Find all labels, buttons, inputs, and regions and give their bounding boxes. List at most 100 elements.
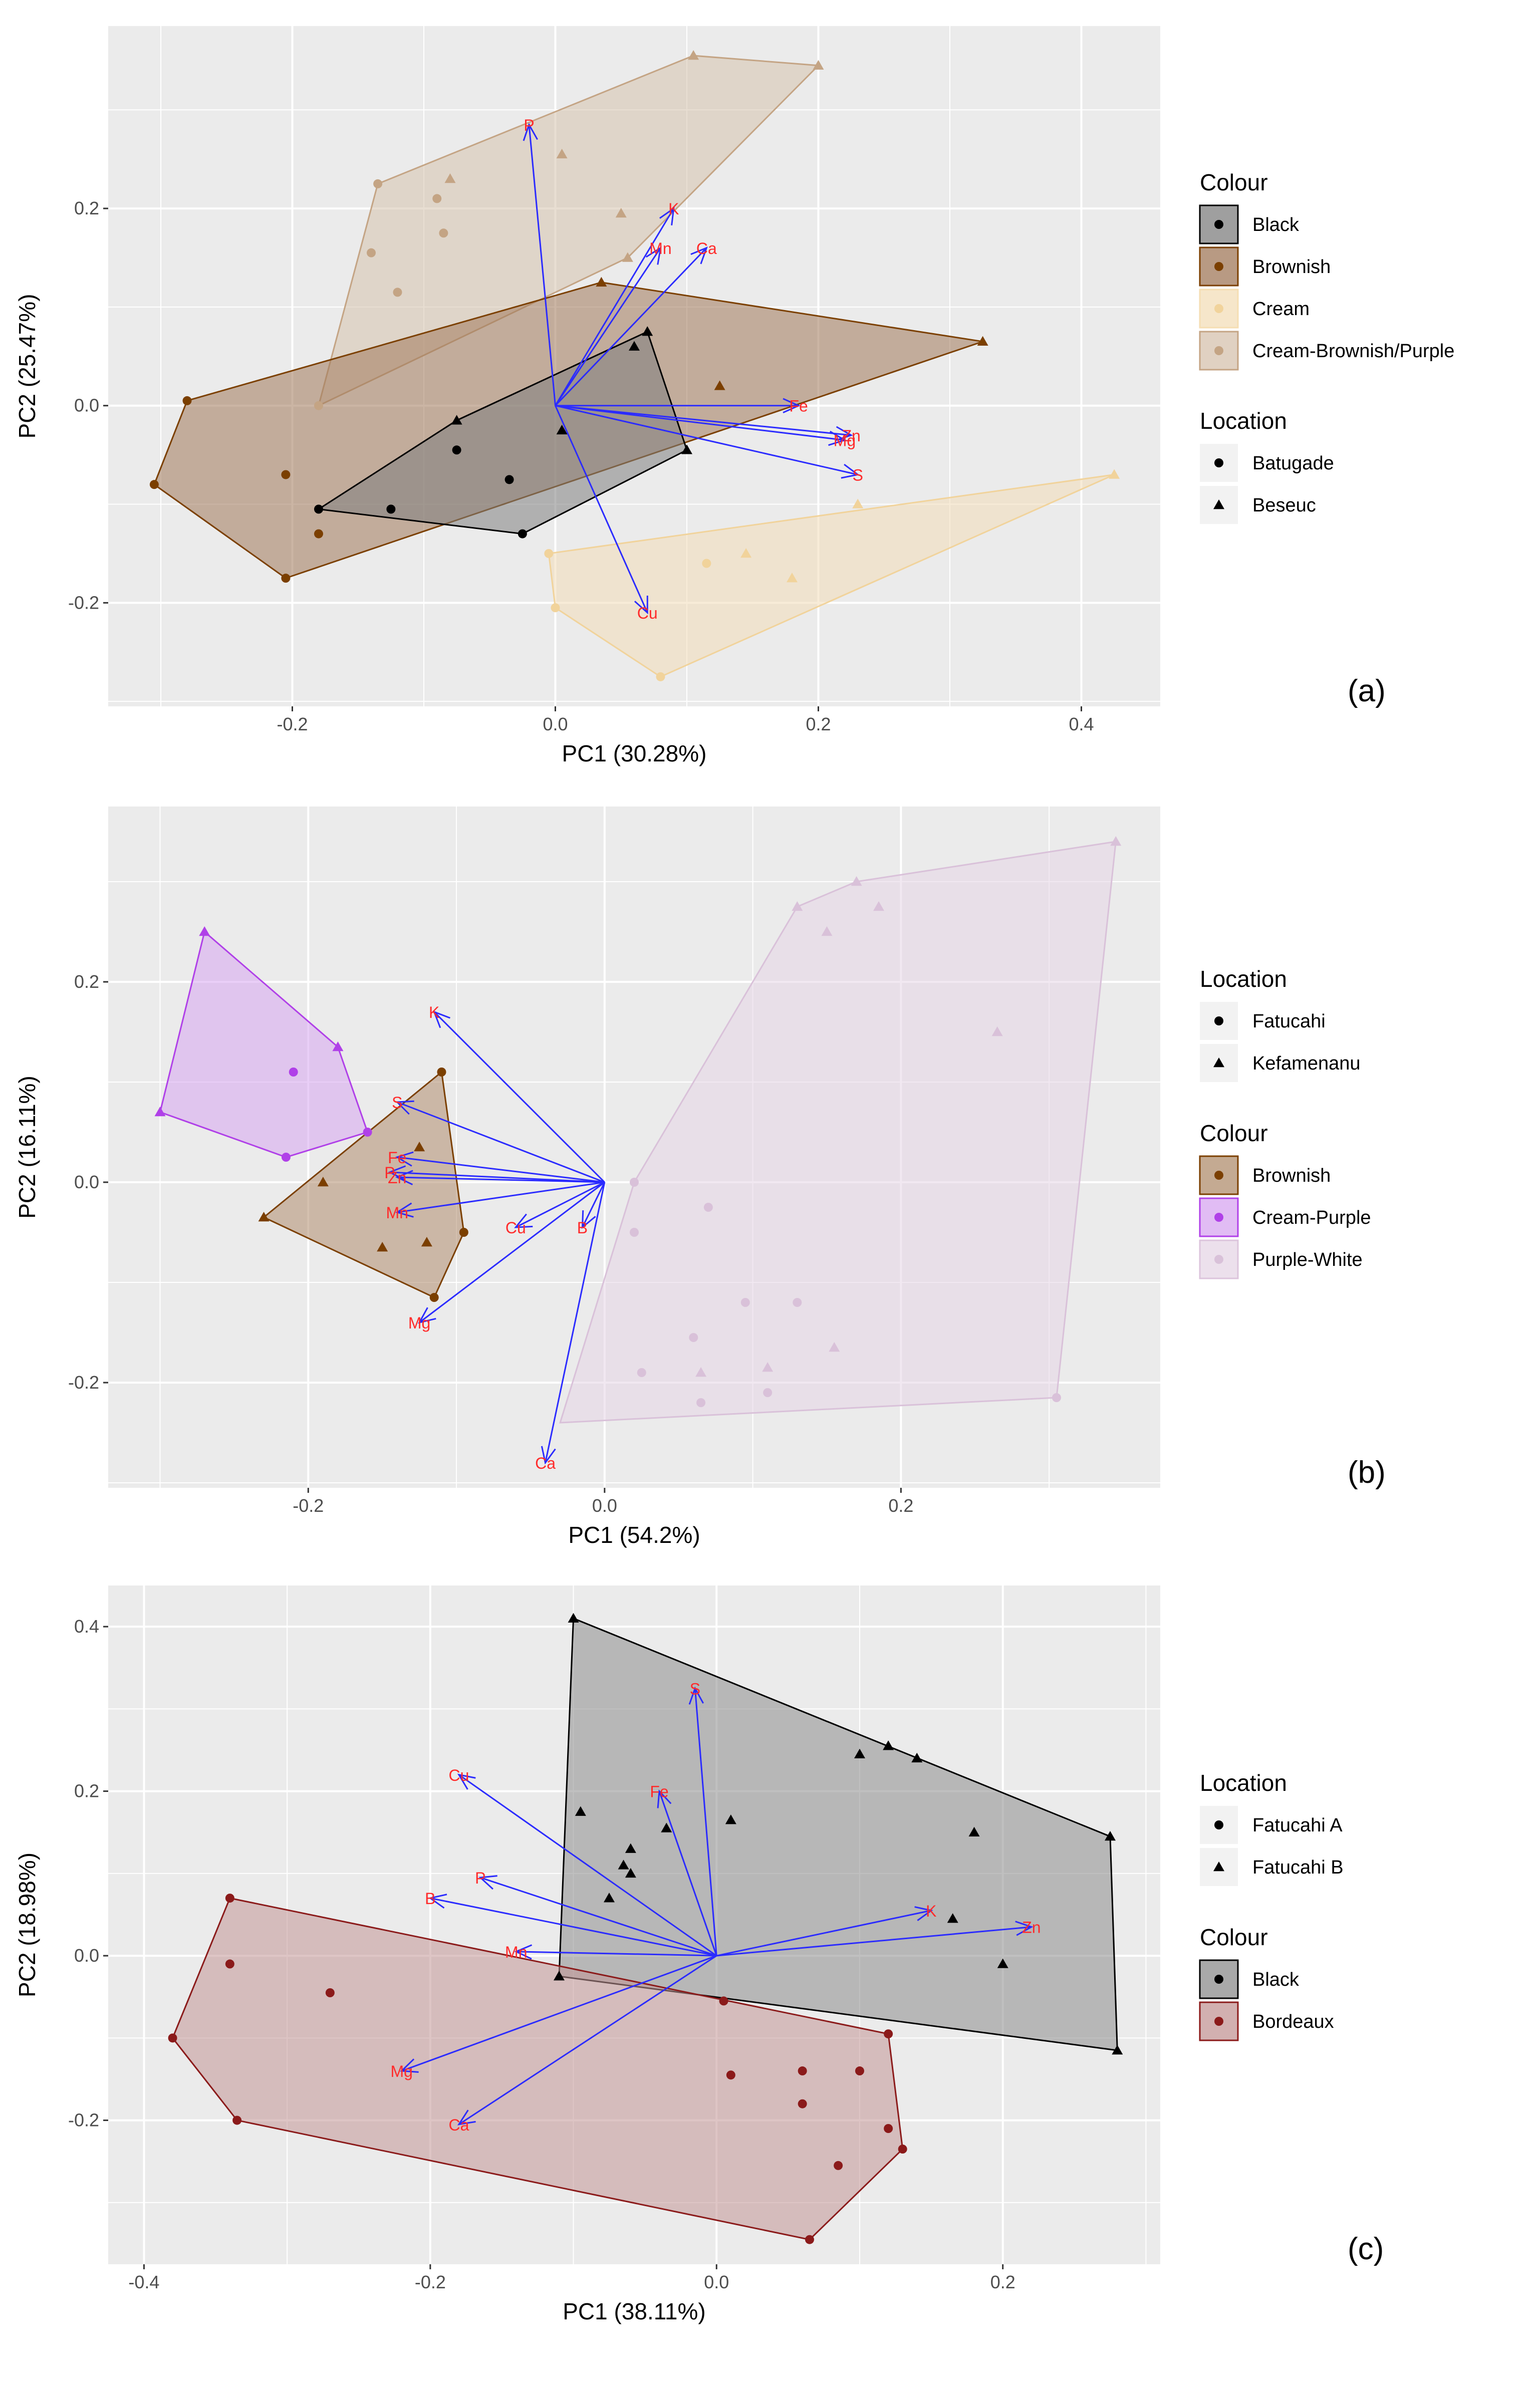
loading-label-fe: Fe [789,397,808,415]
data-point-circle [432,194,442,203]
loading-arrow-s [555,405,858,475]
data-point-triangle [444,173,456,183]
arrowhead-fe [395,1151,414,1167]
loading-label-b: B [577,1219,588,1237]
axes: -0.4 -0.2 0.0 0.2 -0.2 0.0 0.2 0.4 PC1 (38.11%) P… [14,1616,1015,2324]
data-point-circle [325,1988,335,1997]
data-point-triangle [199,926,210,936]
data-point-triangle [661,1822,672,1832]
loading-label-zn: Zn [388,1169,406,1187]
legend-key [1200,486,1238,524]
data-point-circle [740,1298,750,1307]
legend-point [1214,262,1223,271]
legend-key [1199,204,1239,244]
loading-label-k: K [429,1003,439,1021]
group-hulls [159,841,1117,1424]
loading-label-fe: Fe [388,1149,406,1167]
data-point-triangle [258,1212,270,1222]
data-point-triangle [625,1868,636,1878]
data-point-circle [459,1228,468,1237]
data-point-triangle [714,380,725,390]
y-tick-label: 0.2 [74,1781,99,1801]
data-point-triangle [596,277,607,287]
loading-label-zn: Zn [842,427,860,445]
y-axis-label: PC2 (16.11%) [14,1076,40,1219]
legend-triangle [1213,1862,1224,1872]
data-point-triangle [618,1860,629,1870]
loading-label-zn: Zn [1022,1919,1041,1937]
data-point-triangle [883,1740,894,1750]
legend-key [1199,2001,1239,2041]
loading-arrow-mg [401,1955,717,2072]
data-point-circle [702,559,711,568]
data-point-circle [726,2070,735,2080]
arrowhead-k [914,1906,933,1921]
data-point-circle [225,1894,234,1903]
loading-label-s: S [392,1094,402,1112]
arrowhead-mn [645,246,662,265]
arrowhead-b [428,1894,447,1909]
data-point-triangle [604,1893,615,1903]
data-point-circle [855,2066,864,2076]
arrowhead-zn [395,1170,413,1185]
data-point-triangle [821,926,833,936]
loading-arrow-mn [397,1181,605,1213]
loading-arrow-k [433,1011,605,1183]
data-point-triangle [813,60,824,70]
x-axis-label: PC1 (38.11%) [563,2298,706,2324]
data-point-circle [763,1388,773,1397]
legend-title-colour: Colour [1200,1924,1268,1950]
data-point-circle [637,1368,646,1377]
data-point-triangle [642,326,653,336]
data-point-circle [386,504,396,514]
arrowhead-cu [634,596,648,615]
data-point-circle [884,2124,893,2133]
x-axis-label: PC1 (30.28%) [562,740,707,766]
data-point-triangle [414,1142,425,1152]
data-point-triangle [317,1177,329,1187]
loading-label-ca: Ca [449,2116,469,2134]
data-point-circle [439,228,448,238]
loading-arrow-fe [658,1791,717,1956]
data-point-circle [630,1178,639,1187]
loading-label-mn: Mn [505,1943,527,1961]
legend-key [1199,331,1239,371]
x-tick-label: 0.2 [806,714,831,734]
data-point-circle [798,2066,807,2076]
data-point-triangle [911,1752,923,1763]
data-points [149,50,1120,681]
legend-point [1214,1255,1223,1264]
data-point-circle [149,480,159,489]
data-point-triangle [787,573,798,583]
panel-label: (b) [1348,1455,1386,1490]
legend-key [1199,246,1239,287]
legend-point [1214,220,1223,229]
legend-title-colour: Colour [1200,1120,1268,1146]
data-point-triangle [968,1826,980,1836]
loading-arrow-p [389,1171,605,1183]
data-point-circle [367,248,376,257]
data-point-triangle [1109,469,1120,479]
arrowhead-mn [514,1944,533,1960]
data-point-circle [232,2115,242,2125]
axes: -0.2 0.0 0.2 -0.2 0.0 0.2 PC1 (54.2%) PC2 (16.1… [14,971,913,1548]
data-point-triangle [740,548,752,558]
arrowhead-ca [541,1446,556,1465]
legend-title-colour: Colour [1200,169,1268,195]
loading-label-ca: Ca [535,1454,556,1472]
loading-arrow-mn [516,1951,717,1957]
legend-item-label: Fatucahi B [1252,1857,1344,1878]
loading-arrow-cu [458,1774,717,1957]
legend-point [1214,1171,1223,1180]
legend-item-label: Brownish [1252,256,1331,278]
arrowhead-cu [514,1213,533,1228]
data-point-triangle [451,415,462,425]
data-point-circle [834,2161,843,2170]
loading-arrow-k [716,1910,932,1957]
data-point-triangle [762,1362,774,1372]
data-point-circle [793,1298,802,1307]
legend-title-location: Location [1200,408,1287,434]
x-tick-label: 0.2 [990,2272,1015,2292]
